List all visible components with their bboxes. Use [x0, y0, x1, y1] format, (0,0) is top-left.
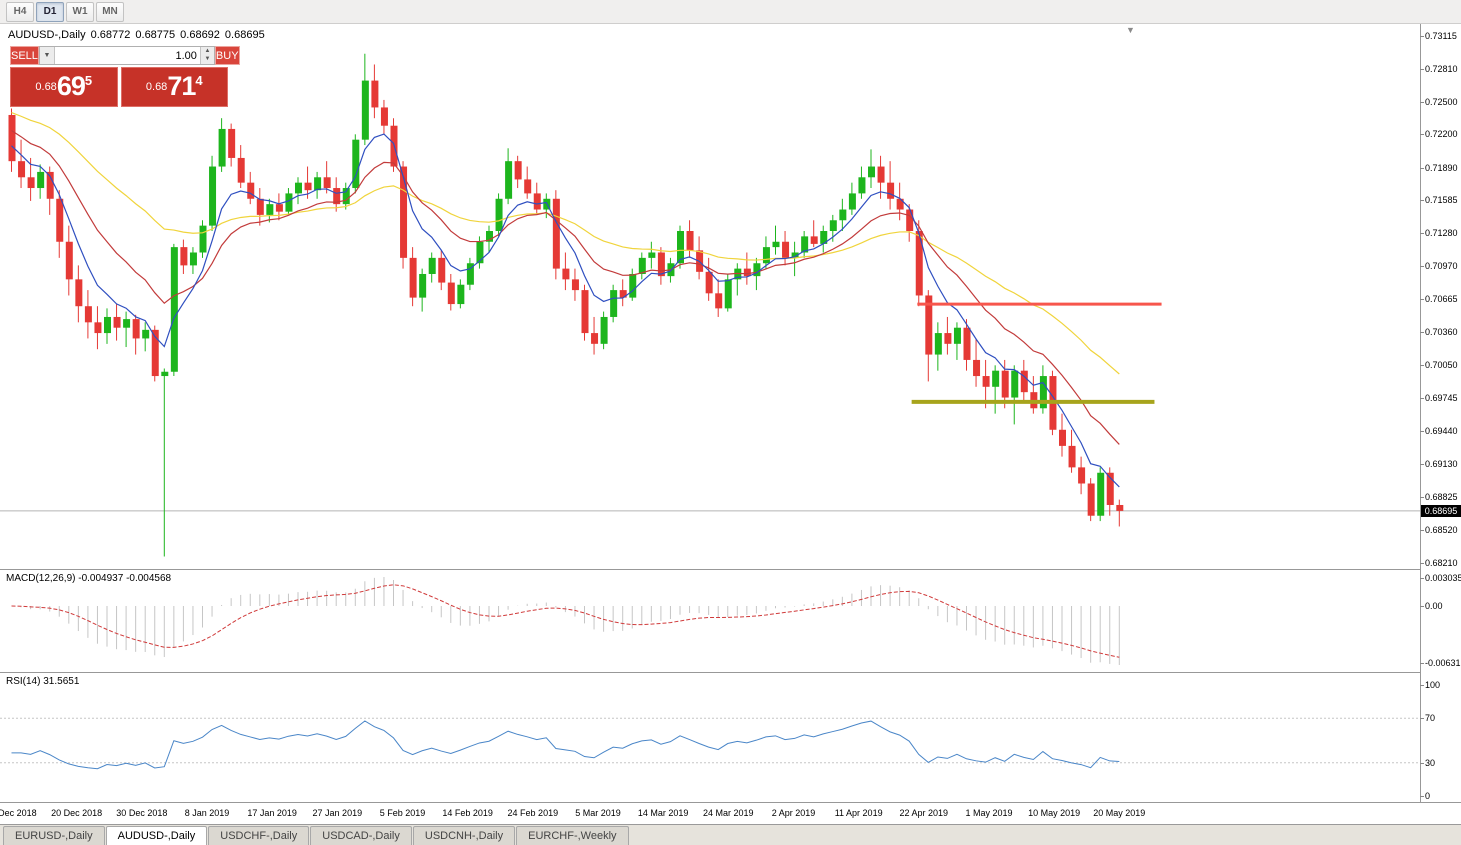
date-label: 2 Apr 2019 — [771, 808, 816, 818]
volume-field: ▼ ▲▼ — [38, 46, 215, 65]
timeframe-toolbar: H4 D1 W1 MN — [0, 0, 1461, 24]
price-axis[interactable]: 0.003035 0.00 -0.00631 0.73115 0.72810 0.7… — [1419, 24, 1461, 802]
macd-histogram — [20, 577, 1120, 665]
timeframe-button-mn[interactable]: MN — [96, 1, 124, 22]
price-axis-label: 0.71280 — [1420, 228, 1458, 239]
rsi-pane[interactable]: RSI(14) 31.5651 — [0, 673, 1420, 802]
price-axis-label: 0.68210 — [1420, 558, 1458, 568]
ohlc-close: 0.68695 — [224, 29, 265, 41]
chart-window: AUDUSD-,Daily 0.68772 0.68775 0.68692 0.6869… — [0, 24, 1461, 824]
date-label: 1 May 2019 — [965, 808, 1013, 818]
price-axis-label: 0.70050 — [1420, 360, 1458, 371]
macd-signal-line — [11, 584, 1120, 658]
price-axis-label: 0.69440 — [1420, 425, 1458, 436]
chart-tab-usdcnh-daily[interactable]: USDCNH-,Daily — [412, 826, 516, 845]
rsi-axis-label: 100 — [1419, 680, 1441, 690]
ma-fast-blue-line — [11, 133, 1120, 488]
ohlc-open: 0.68772 — [90, 29, 131, 41]
current-price-tag: 0.68695 — [1421, 504, 1461, 517]
macd-pane[interactable]: MACD(12,26,9) -0.004937 -0.004568 — [0, 570, 1420, 672]
price-axis-label: 0.68825 — [1420, 491, 1458, 502]
date-label: 10 May 2019 — [1028, 808, 1081, 818]
price-axis-label: 0.71585 — [1420, 195, 1458, 206]
candlestick-chart[interactable] — [0, 24, 1420, 569]
date-label: 14 Mar 2019 — [637, 808, 689, 818]
sell-button[interactable]: SELL — [10, 46, 39, 65]
date-label: 20 Dec 2018 — [51, 808, 103, 818]
spin-up-icon[interactable]: ▲ — [204, 48, 211, 54]
buy-price-pip: 4 — [195, 73, 203, 88]
date-label: 14 Feb 2019 — [442, 808, 493, 818]
date-label: 5 Feb 2019 — [379, 808, 426, 818]
price-axis-label: 0.72810 — [1420, 63, 1458, 74]
price-axis-label: 0.72200 — [1420, 129, 1458, 140]
sell-price-display[interactable]: 0.68 69 5 — [10, 67, 118, 107]
rsi-axis-label: 30 — [1419, 757, 1436, 768]
chart-tab-bar: EURUSD-,Daily AUDUSD-,Daily USDCHF-,Daily U… — [0, 824, 1461, 845]
date-axis[interactable]: 11 Dec 2018 20 Dec 2018 30 Dec 2018 8 Jan 2… — [0, 802, 1461, 824]
macd-axis-bottom: -0.00631 — [1420, 658, 1461, 668]
date-label: 11 Dec 2018 — [0, 808, 37, 818]
pane-separator[interactable] — [0, 672, 1461, 673]
timeframe-button-h4[interactable]: H4 — [6, 1, 34, 22]
price-axis-label: 0.73115 — [1420, 31, 1457, 41]
price-axis-label: 0.68520 — [1420, 524, 1458, 535]
symbol-label: AUDUSD-,Daily — [8, 29, 86, 41]
chart-tab-eurusd-daily[interactable]: EURUSD-,Daily — [3, 826, 105, 845]
chart-tab-usdcad-daily[interactable]: USDCAD-,Daily — [310, 826, 412, 845]
volume-input[interactable] — [54, 47, 200, 64]
chart-tab-eurchf-weekly[interactable]: EURCHF-,Weekly — [516, 826, 629, 845]
macd-chart — [11, 577, 1120, 665]
sell-price-big: 69 — [56, 71, 86, 101]
volume-dropdown-arrow-icon[interactable]: ▼ — [39, 47, 55, 64]
ma-slow-yellow-line — [11, 111, 1120, 375]
chart-tab-audusd-daily[interactable]: AUDUSD-,Daily — [105, 826, 208, 845]
price-axis-label: 0.70360 — [1420, 327, 1458, 337]
timeframe-button-w1[interactable]: W1 — [66, 1, 94, 22]
date-label: 8 Jan 2019 — [184, 808, 230, 818]
macd-axis-zero: 0.00 — [1420, 600, 1443, 611]
buy-price-big: 71 — [167, 71, 196, 101]
scroll-to-end-icon[interactable]: ▼ — [1126, 25, 1135, 35]
chart-tab-usdchf-daily[interactable]: USDCHF-,Daily — [208, 826, 310, 845]
price-axis-label: 0.69130 — [1420, 459, 1458, 470]
price-axis-label: 0.69745 — [1420, 393, 1458, 404]
date-label: 5 Mar 2019 — [575, 808, 621, 818]
rsi-chart — [0, 717, 1420, 770]
date-label: 20 May 2019 — [1093, 808, 1146, 818]
chart-info: AUDUSD-,Daily 0.68772 0.68775 0.68692 0.6869… — [8, 29, 270, 41]
ohlc-high: 0.68775 — [135, 29, 176, 41]
price-axis-label: 0.70665 — [1420, 294, 1458, 305]
buy-button[interactable]: BUY — [214, 46, 240, 65]
date-label: 24 Feb 2019 — [507, 808, 559, 818]
sell-price-pip: 5 — [84, 73, 93, 88]
spin-down-icon[interactable]: ▼ — [204, 56, 211, 62]
pane-separator[interactable] — [0, 569, 1461, 570]
rsi-label: RSI(14) 31.5651 — [6, 676, 80, 687]
sell-price-prefix: 0.68 — [35, 81, 57, 93]
price-axis-label: 0.72500 — [1420, 97, 1458, 108]
price-axis-label: 0.70970 — [1420, 261, 1458, 272]
rsi-axis-label: 0 — [1419, 791, 1431, 801]
buy-price-display[interactable]: 0.68 71 4 — [120, 67, 228, 107]
price-axis-label: 0.71890 — [1420, 162, 1458, 173]
date-label: 17 Jan 2019 — [247, 808, 297, 818]
timeframe-button-d1[interactable]: D1 — [36, 1, 64, 22]
volume-stepper[interactable]: ▲ ▼ — [199, 47, 214, 64]
rsi-axis-label: 70 — [1419, 713, 1436, 724]
ohlc-low: 0.68692 — [180, 29, 220, 41]
date-label: 22 Apr 2019 — [899, 808, 949, 818]
macd-axis-top: 0.003035 — [1420, 573, 1461, 583]
date-label: 11 Apr 2019 — [834, 808, 883, 818]
date-label: 27 Jan 2019 — [312, 808, 363, 818]
buy-price-prefix: 0.68 — [145, 81, 168, 93]
rsi-line — [11, 720, 1120, 770]
main-chart-pane[interactable]: AUDUSD-,Daily 0.68772 0.68775 0.68692 0.6869… — [0, 24, 1420, 569]
macd-label: MACD(12,26,9) -0.004937 -0.004568 — [6, 573, 172, 584]
date-label: 24 Mar 2019 — [703, 808, 754, 818]
date-label: 30 Dec 2018 — [116, 808, 168, 818]
